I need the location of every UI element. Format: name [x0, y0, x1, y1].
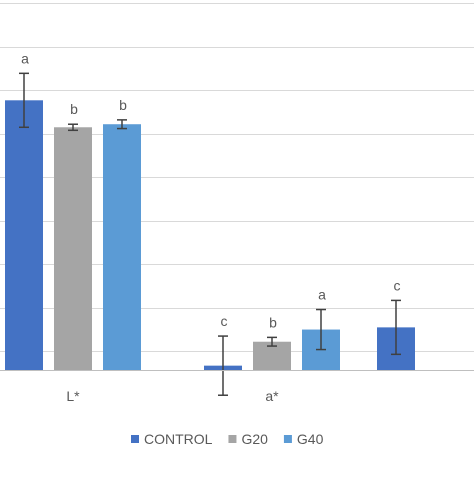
bar-g20-0 — [54, 127, 92, 371]
significance-letter: a — [318, 287, 326, 303]
legend: CONTROL G20 G40 — [131, 431, 324, 447]
significance-letter: b — [70, 101, 78, 117]
bars — [5, 100, 415, 371]
significance-letter: c — [394, 277, 401, 293]
legend-label-control: CONTROL — [144, 431, 213, 447]
legend-label-g20: G20 — [241, 431, 268, 447]
legend-swatch-g20 — [228, 435, 237, 443]
legend-swatch-control — [131, 435, 139, 443]
legend-label-g40: G40 — [297, 431, 324, 447]
significance-letter: b — [269, 314, 277, 330]
x-tick-label: a* — [265, 388, 279, 404]
significance-letter: c — [221, 313, 228, 329]
x-tick-labels: L* a* — [66, 388, 279, 404]
bar-g40-0 — [103, 124, 141, 370]
bar-control-0 — [5, 100, 43, 371]
significance-letter: a — [21, 50, 29, 66]
x-tick-label: L* — [66, 388, 80, 404]
error-bars — [19, 72, 401, 396]
legend-swatch-g40 — [283, 435, 292, 443]
significance-letters: a b b c b a c — [21, 50, 400, 330]
significance-letter: b — [119, 97, 127, 113]
